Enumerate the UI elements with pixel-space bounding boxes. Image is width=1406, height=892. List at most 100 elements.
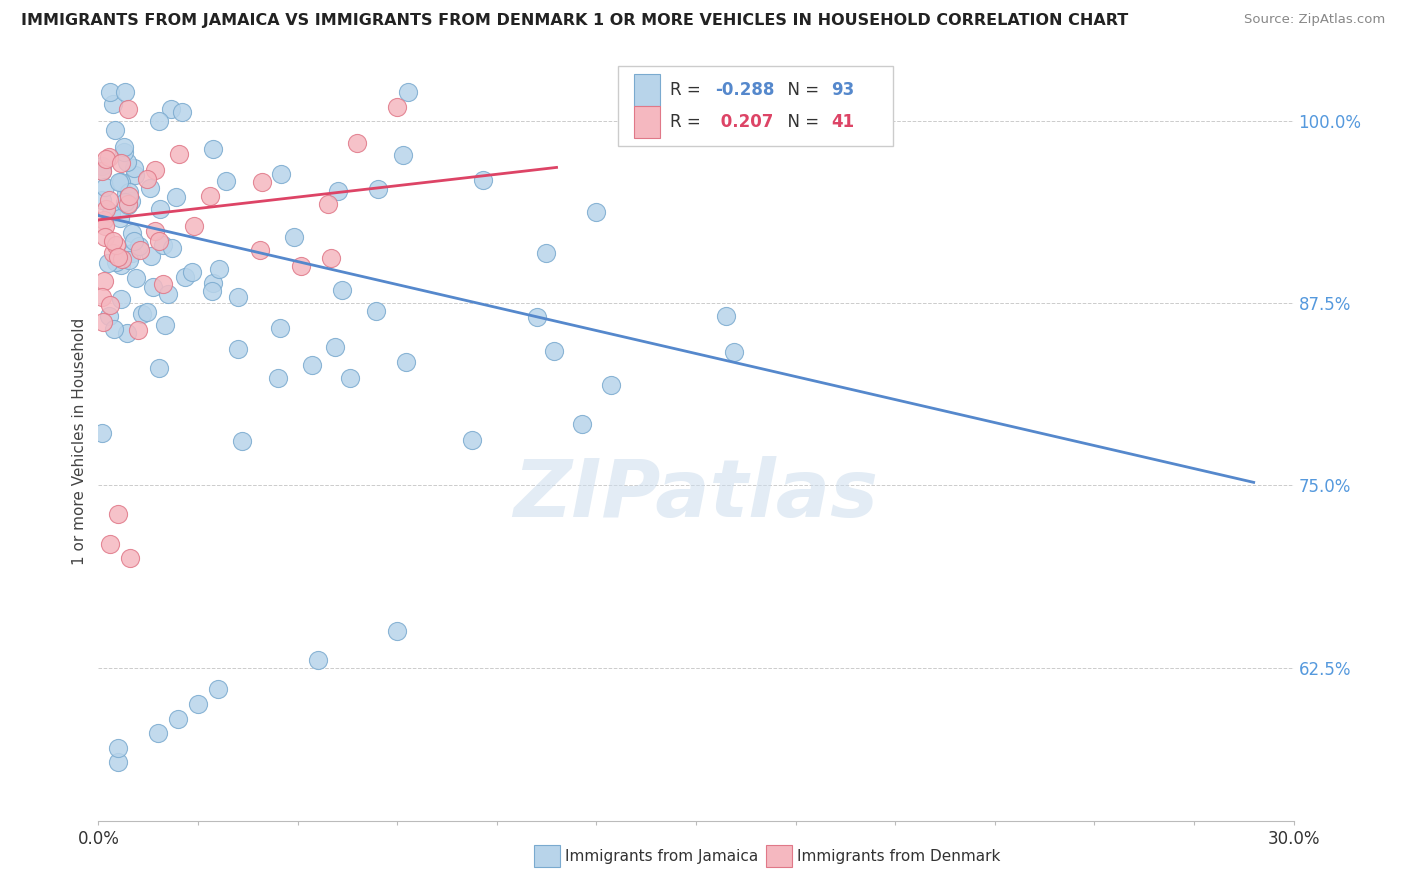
Point — [472, 173, 495, 187]
Point — [91, 193, 114, 207]
Point — [307, 653, 329, 667]
Point — [207, 682, 229, 697]
Point — [91, 164, 114, 178]
Point — [339, 370, 361, 384]
Point — [101, 234, 124, 248]
Point — [105, 255, 128, 269]
Point — [107, 250, 129, 264]
Point — [460, 434, 482, 448]
Text: N =: N = — [778, 113, 824, 131]
Point — [120, 194, 142, 208]
Point — [120, 551, 142, 566]
Point — [543, 344, 565, 359]
Point — [599, 377, 621, 392]
Point — [202, 143, 225, 157]
Point — [98, 85, 121, 99]
Point — [115, 326, 138, 341]
Point — [93, 274, 115, 288]
Point — [107, 508, 129, 522]
Point — [118, 185, 141, 199]
Point — [174, 270, 197, 285]
Point — [107, 756, 129, 770]
Point — [283, 230, 305, 244]
Point — [328, 185, 350, 199]
Point — [91, 425, 114, 440]
Point — [91, 290, 114, 304]
Point — [104, 123, 127, 137]
Point — [201, 284, 224, 298]
Point — [111, 252, 134, 267]
Point — [114, 85, 136, 99]
Point — [98, 536, 122, 550]
Text: IMMIGRANTS FROM JAMAICA VS IMMIGRANTS FROM DENMARK 1 OR MORE VEHICLES IN HOUSEHO: IMMIGRANTS FROM JAMAICA VS IMMIGRANTS FR… — [21, 13, 1129, 29]
Point — [103, 96, 125, 111]
Point — [723, 344, 745, 359]
Point — [94, 202, 117, 216]
Point — [385, 99, 409, 113]
Point — [105, 237, 128, 252]
Point — [316, 197, 339, 211]
Point — [112, 140, 135, 154]
Point — [252, 175, 274, 189]
Point — [94, 219, 117, 233]
Point — [114, 195, 136, 210]
Point — [181, 265, 204, 279]
Point — [117, 102, 139, 116]
Point — [117, 197, 139, 211]
Text: Immigrants from Denmark: Immigrants from Denmark — [797, 849, 1001, 863]
Point — [167, 146, 190, 161]
Point — [301, 359, 323, 373]
Point — [121, 246, 143, 260]
Point — [148, 361, 170, 376]
Point — [143, 224, 166, 238]
Point — [98, 150, 121, 164]
Point — [364, 304, 387, 318]
Point — [91, 159, 114, 173]
Point — [124, 169, 146, 183]
Point — [110, 156, 132, 170]
Point — [170, 105, 193, 120]
Point — [165, 190, 187, 204]
Point — [585, 205, 607, 219]
Point — [107, 740, 129, 755]
Point — [290, 260, 312, 274]
Point — [135, 305, 157, 319]
Point — [319, 251, 342, 265]
Point — [115, 186, 138, 201]
Point — [138, 181, 160, 195]
Point — [141, 249, 163, 263]
Point — [149, 202, 172, 217]
Point — [121, 226, 143, 240]
Point — [249, 244, 271, 258]
Point — [91, 315, 114, 329]
Text: R =: R = — [669, 81, 706, 99]
Point — [152, 277, 174, 291]
Point — [117, 198, 139, 212]
Point — [108, 211, 131, 225]
Point — [270, 167, 292, 181]
Point — [103, 321, 125, 335]
Point — [157, 287, 180, 301]
Point — [110, 175, 132, 189]
Point — [571, 417, 593, 432]
Point — [127, 323, 149, 337]
Point — [112, 145, 135, 159]
Point — [330, 284, 353, 298]
Point — [94, 152, 117, 166]
Point — [160, 242, 183, 256]
Point — [208, 262, 231, 277]
Y-axis label: 1 or more Vehicles in Household: 1 or more Vehicles in Household — [72, 318, 87, 566]
Point — [198, 188, 221, 202]
Point — [367, 182, 389, 196]
Point — [143, 163, 166, 178]
Point — [117, 252, 139, 267]
Text: 93: 93 — [831, 81, 855, 99]
Point — [100, 206, 122, 220]
Point — [108, 175, 131, 189]
Point — [128, 239, 150, 253]
Point — [103, 246, 125, 260]
Text: N =: N = — [778, 81, 824, 99]
Point — [125, 271, 148, 285]
Point — [98, 298, 121, 312]
Text: Source: ZipAtlas.com: Source: ZipAtlas.com — [1244, 13, 1385, 27]
